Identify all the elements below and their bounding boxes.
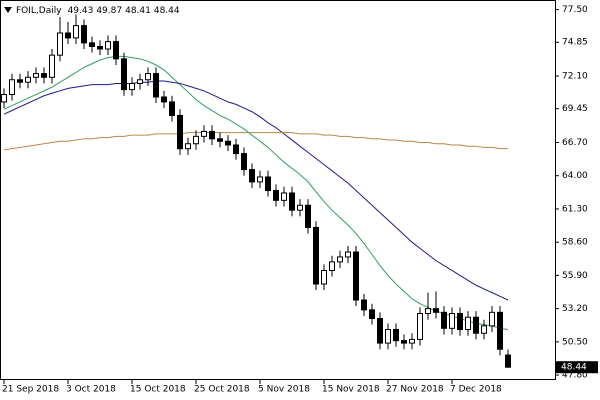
candle-body [289,192,295,211]
x-tick-label: 21 Sep 2018 [2,385,59,395]
candle-body [313,226,319,285]
candle-body [33,73,39,78]
candle-body [105,41,111,50]
candle-body [129,82,135,91]
y-tick-label: 55.90 [562,271,588,281]
candle-body [385,329,391,344]
price-label: 48.44 [561,363,587,373]
candle-body [65,32,71,39]
candle-body [497,311,503,350]
y-tick-label: 53.20 [562,304,588,314]
header-close: 48.44 [154,6,180,16]
candle-body [225,140,231,146]
header-open: 49.43 [68,6,94,16]
x-tick-label: 25 Oct 2018 [194,385,250,395]
candle-body [329,261,335,271]
candle-body [369,309,375,319]
candle-body [1,94,7,103]
candle-body [345,251,351,258]
candle-body [473,316,479,334]
candle-body [505,354,511,368]
candle-body [321,269,327,285]
candle-body [361,299,367,311]
candle-body [441,311,447,329]
candle-body [417,313,423,340]
candle-body [97,46,103,50]
chart-header: FOIL,Daily 49.43 49.87 48.41 48.44 [16,6,180,16]
candle-body [137,79,143,84]
y-tick-label: 69.45 [562,104,588,114]
candle-body [377,317,383,344]
candle-body [89,42,95,48]
candle-body [185,143,191,150]
candle-body [73,25,79,39]
y-tick-label: 66.70 [562,138,588,148]
candle-body [57,32,63,56]
candle-body [145,73,151,81]
candle-body [281,192,287,201]
candle-body [177,114,183,150]
moving-average [3,80,509,301]
candle-body [81,25,87,44]
candle-body [41,73,47,78]
candle-body [257,176,263,183]
x-tick-label: 5 Nov 2018 [258,385,310,395]
x-tick-label: 27 Nov 2018 [386,385,444,395]
candle-body [393,329,399,342]
y-tick-label: 58.60 [562,238,588,248]
y-tick-label: 47.80 [562,371,588,381]
candle-body [25,76,31,83]
candle-body [433,308,439,313]
header-low: 48.41 [125,6,151,16]
candle-body [353,251,359,301]
candle-body [201,130,207,137]
candle-body [217,138,223,142]
y-tick-label: 77.50 [562,5,588,15]
y-tick-label: 72.10 [562,72,588,82]
moving-average [3,55,509,331]
candle-body [457,313,463,331]
x-tick-label: 15 Nov 2018 [322,385,380,395]
x-tick-label: 15 Oct 2018 [130,385,186,395]
chart-title: FOIL,Daily [16,6,62,16]
y-tick-label: 74.85 [562,38,588,48]
y-tick-label: 64.00 [562,171,588,181]
candle-body [249,169,255,183]
y-tick-label: 61.30 [562,204,588,214]
candle-body [209,130,215,140]
candle-body [153,73,159,98]
candle-body [409,338,415,344]
candle-body [273,190,279,201]
candle-body [489,311,495,327]
candle-body [121,58,127,91]
candle-body [449,313,455,329]
candle-body [49,54,55,78]
candle-body [241,153,247,171]
candle-body [337,256,343,263]
y-tick-label: 50.50 [562,337,588,347]
candle-body [161,96,167,103]
x-tick-label: 7 Dec 2018 [450,385,502,395]
header-high: 49.87 [96,6,122,16]
header-arrow [4,7,12,13]
candle-body [169,101,175,116]
candle-body [305,204,311,228]
candle-body [113,41,119,60]
price-label-box [556,361,598,374]
candle-body [9,79,15,96]
candle-body [265,176,271,191]
candle-body [193,135,199,145]
moving-average [3,132,508,151]
candle-body [297,204,303,211]
candle-body [481,325,487,334]
candle-body [401,340,407,344]
candle-body [425,308,431,315]
x-tick-label: 3 Oct 2018 [66,385,116,395]
candle-body [233,144,239,155]
candle-body [465,316,471,331]
candle-body [17,79,23,83]
